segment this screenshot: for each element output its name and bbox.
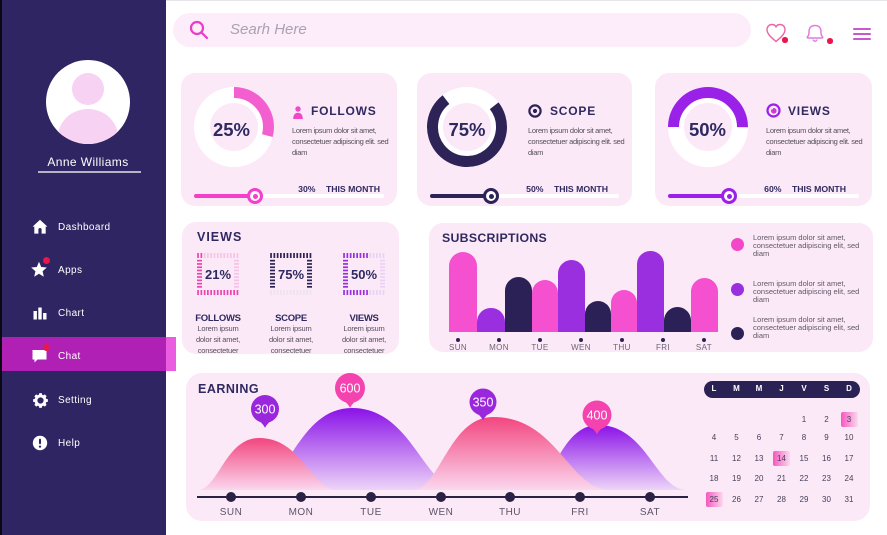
svg-text:350: 350 [473, 395, 494, 409]
svg-text:400: 400 [587, 408, 608, 422]
svg-text:600: 600 [340, 381, 361, 395]
svg-text:300: 300 [255, 402, 276, 416]
